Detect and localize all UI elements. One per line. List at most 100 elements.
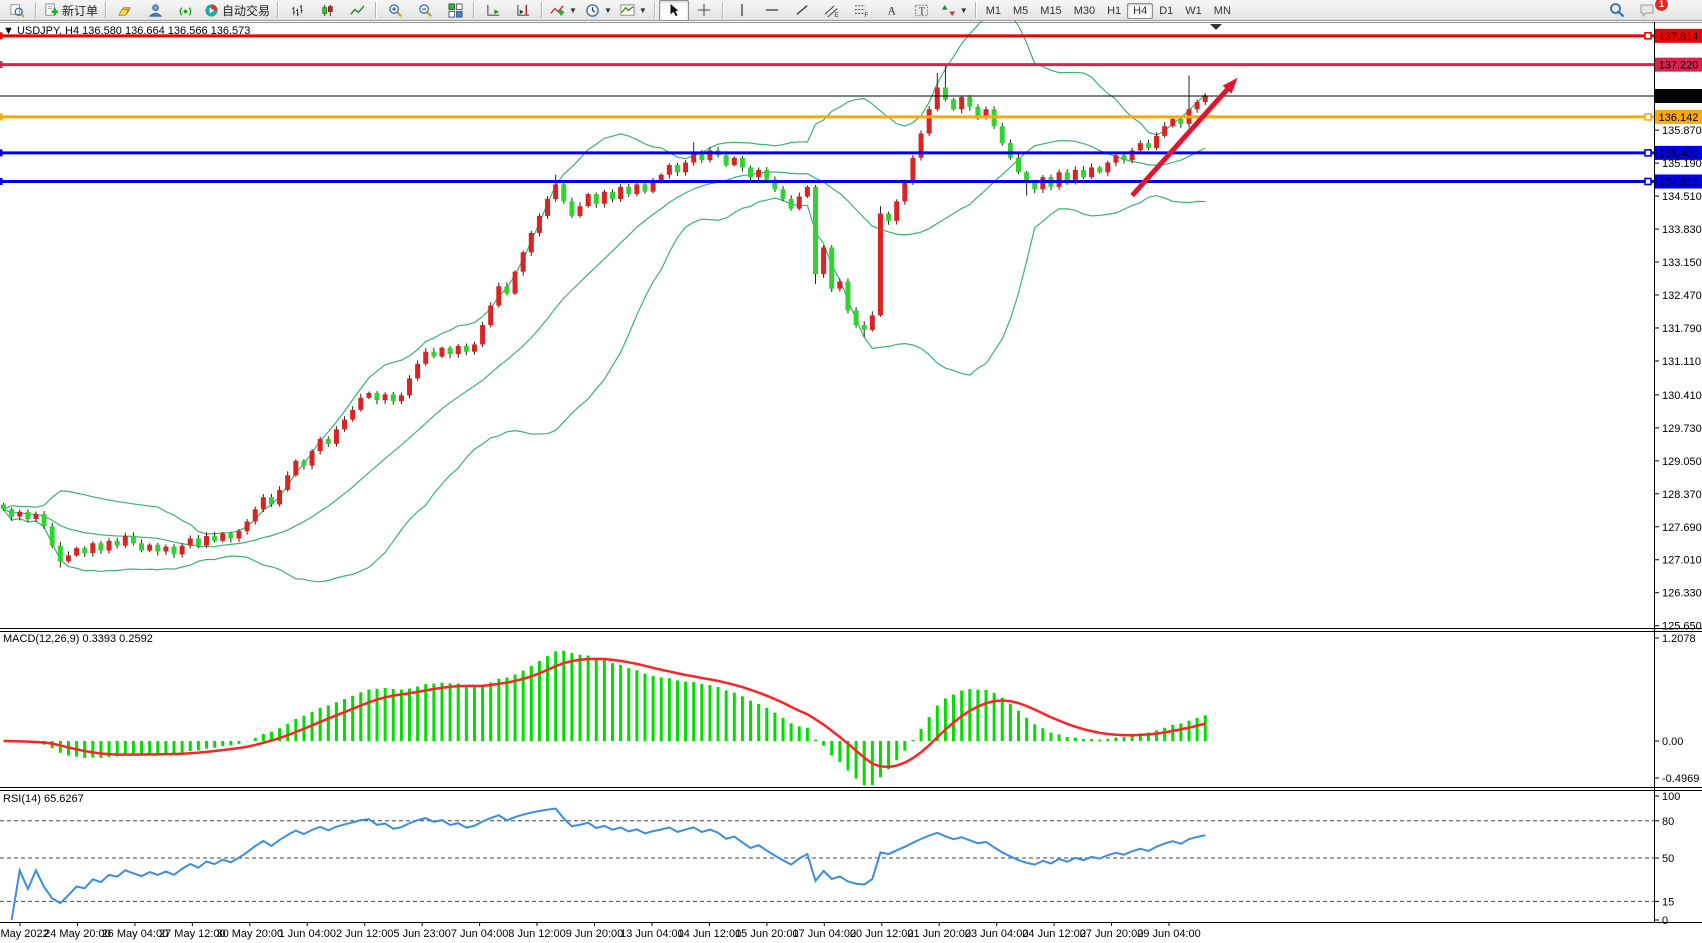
candle xyxy=(991,109,997,127)
tf-button-H4[interactable]: H4 xyxy=(1127,3,1154,19)
candle xyxy=(699,152,705,161)
tf-button-M5[interactable]: M5 xyxy=(1013,5,1029,17)
arrows-tool-button[interactable]: ▼ xyxy=(937,0,972,21)
tile-windows-icon xyxy=(448,2,463,18)
cursor-tool-button[interactable] xyxy=(658,0,689,21)
candle xyxy=(244,521,250,532)
candle xyxy=(813,186,818,275)
candle xyxy=(90,543,96,553)
price-tick-label: 129.050 xyxy=(1662,456,1702,468)
tf-button-H1[interactable]: H1 xyxy=(1107,5,1122,17)
candle xyxy=(837,281,843,289)
indicators-icon xyxy=(550,4,565,15)
trendline-icon xyxy=(796,5,808,15)
candle xyxy=(374,392,380,401)
zoom-out-button[interactable] xyxy=(410,0,440,21)
tf-button-MN[interactable]: MN xyxy=(1213,5,1231,17)
tf-button-M15[interactable]: M15 xyxy=(1040,5,1062,17)
text-label-tool-button[interactable]: T xyxy=(907,0,937,21)
text-tool-button[interactable]: A xyxy=(877,0,907,21)
level-drag-handle[interactable] xyxy=(1644,32,1652,40)
notifications-button[interactable]: 1 xyxy=(1632,0,1669,21)
trend-arrow-line[interactable] xyxy=(1130,83,1233,198)
equidistant-channel-tool-button[interactable]: E xyxy=(817,0,847,21)
candles-group[interactable] xyxy=(1,65,1208,568)
tile-windows-button[interactable] xyxy=(440,0,470,21)
candle xyxy=(593,194,599,204)
crosshair-tool-button[interactable] xyxy=(689,0,719,21)
notification-count-badge: 1 xyxy=(1654,0,1669,12)
candle xyxy=(1186,109,1192,124)
rsi-axis-label: 15 xyxy=(1662,896,1674,908)
chat-bubble-icon xyxy=(1640,4,1654,18)
trendline-tool-button[interactable] xyxy=(787,0,817,21)
time-axis-label: 23 Jun 04:00 xyxy=(965,928,1029,940)
data-window-button[interactable] xyxy=(2,0,32,21)
chart-shift-marker[interactable] xyxy=(1210,24,1222,30)
crosshair-icon xyxy=(697,3,710,17)
symbol-dropdown-marker[interactable]: ▼ xyxy=(3,25,14,37)
candle xyxy=(951,99,957,110)
candle xyxy=(999,126,1005,144)
dropdown-caret-icon: ▼ xyxy=(959,5,968,15)
bollinger-upper-band[interactable] xyxy=(3,9,1206,535)
vertical-line-tool-button[interactable] xyxy=(727,0,757,21)
candle xyxy=(358,397,364,410)
history-center-button[interactable] xyxy=(110,0,140,21)
bar-chart-button[interactable] xyxy=(282,0,312,21)
trend-arrow-head[interactable] xyxy=(1222,77,1238,94)
time-axis-label: 17 Jun 04:00 xyxy=(792,928,856,940)
candlestick-chart-button[interactable] xyxy=(312,0,342,21)
candle xyxy=(447,347,453,355)
tf-button-W1[interactable]: W1 xyxy=(1185,5,1202,17)
horizontal-line-tool-button[interactable] xyxy=(757,0,787,21)
autotrading-button[interactable]: 自动交易 xyxy=(200,0,274,21)
time-axis-label: 2 Jun 12:00 xyxy=(336,928,394,940)
time-axis-label: 20 Jun 12:00 xyxy=(850,928,914,940)
level-drag-handle[interactable] xyxy=(1644,177,1652,186)
zoom-in-button[interactable] xyxy=(380,0,410,21)
timeframe-group: M1 M5 M15 M30 H1 H4 D1 W1 MN xyxy=(980,1,1237,19)
candle xyxy=(33,514,39,520)
candle xyxy=(520,252,526,272)
candle xyxy=(731,157,737,166)
bollinger-middle-band[interactable] xyxy=(3,140,1206,548)
candle xyxy=(236,531,242,539)
tf-button-D1[interactable]: D1 xyxy=(1159,5,1174,17)
candle xyxy=(1162,126,1168,136)
candle xyxy=(894,201,900,221)
macd-axis-label: 1.2078 xyxy=(1662,633,1696,645)
new-order-button[interactable]: 新订单 xyxy=(40,0,102,21)
price-tick-label: 129.730 xyxy=(1662,423,1702,435)
candle xyxy=(869,315,875,330)
chart-title-text: USDJPY, H4 136.580 136.664 136.566 136.5… xyxy=(16,25,251,37)
signals-button[interactable] xyxy=(170,0,200,21)
candle xyxy=(918,133,924,158)
search-button[interactable] xyxy=(1602,0,1632,21)
level-drag-handle[interactable] xyxy=(1644,149,1652,157)
auto-scroll-button[interactable] xyxy=(478,0,508,21)
tf-button-M30[interactable]: M30 xyxy=(1073,5,1096,17)
line-chart-button[interactable] xyxy=(342,0,372,21)
fibonacci-tool-button[interactable]: F xyxy=(847,0,877,21)
candle xyxy=(877,213,883,316)
chart-shift-button[interactable] xyxy=(508,0,538,21)
candle xyxy=(536,215,542,233)
tf-button-M1[interactable]: M1 xyxy=(985,5,1001,17)
indicators-button[interactable]: ▼ xyxy=(546,0,581,21)
gold-bar-icon xyxy=(117,6,131,16)
candle xyxy=(902,181,908,202)
level-drag-handle[interactable] xyxy=(1644,113,1652,121)
time-axis-label: 26 May 04:00 xyxy=(102,928,169,940)
expert-advisors-button[interactable] xyxy=(140,0,170,21)
candle xyxy=(512,271,518,294)
bollinger-lower-band[interactable] xyxy=(3,194,1206,583)
candle xyxy=(147,544,153,551)
periods-button[interactable]: ▼ xyxy=(581,0,616,21)
template-chart-icon xyxy=(620,3,635,16)
templates-button[interactable]: ▼ xyxy=(616,0,651,21)
time-axis-label: 5 Jun 23:00 xyxy=(393,928,451,940)
level-left-cap xyxy=(0,61,3,69)
candle xyxy=(1032,181,1038,190)
